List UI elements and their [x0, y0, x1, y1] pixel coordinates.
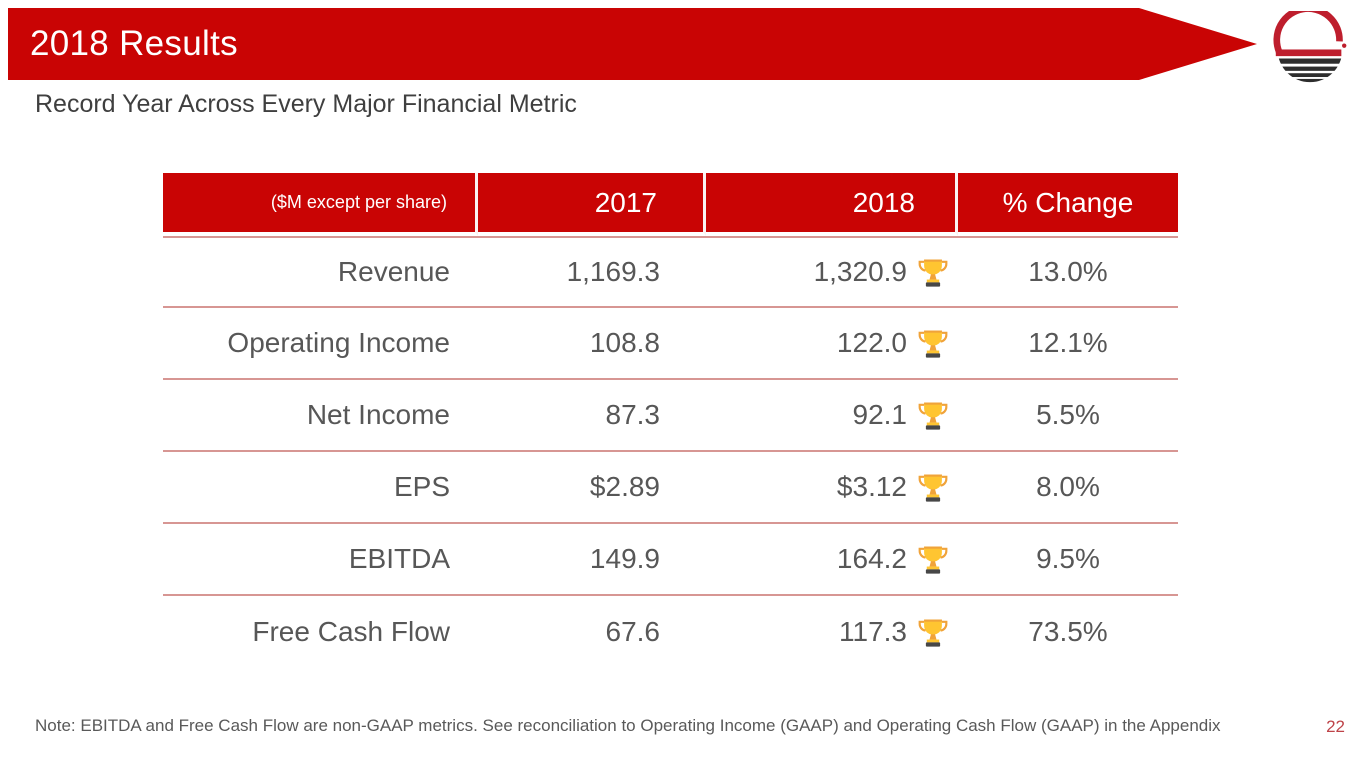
col-2017-header: 2017: [478, 173, 706, 236]
table-row: Net Income 87.3 92.1 5.5%: [163, 380, 1178, 452]
value-2018: 122.0: [836, 327, 907, 358]
change-value: 9.5%: [958, 524, 1178, 596]
value-2017: 67.6: [605, 616, 661, 647]
trophy-icon: [918, 546, 948, 574]
change-value: 5.5%: [958, 380, 1178, 452]
metric-label: EBITDA: [163, 524, 478, 596]
metric-label: Net Income: [163, 380, 478, 452]
table-row: Operating Income 108.8 122.0 12.1%: [163, 308, 1178, 380]
metric-label: Free Cash Flow: [252, 616, 450, 647]
page-number: 22: [1326, 717, 1345, 736]
table-header-row: ($M except per share) 2017 2018 % Change: [163, 173, 1178, 236]
value-2017: 1,169.3: [478, 236, 706, 308]
table-row: Revenue 1,169.3 1,320.9 13.0%: [163, 236, 1178, 308]
logo-horizon-stripes: [1277, 58, 1343, 83]
logo-arc: [1273, 11, 1343, 54]
trophy-icon: [918, 474, 948, 502]
table-row: EBITDA 149.9 164.2 9.5%: [163, 524, 1178, 596]
value-2018: 164.2: [836, 543, 907, 574]
logo-registered-dot: [1342, 43, 1347, 48]
value-2018: 1,320.9: [813, 256, 907, 287]
col-2018-header: 2018: [706, 173, 958, 236]
change-value: 73.5%: [1028, 616, 1108, 647]
table-row: EPS $2.89 $3.12 8.0%: [163, 452, 1178, 524]
trophy-icon: [918, 402, 948, 430]
company-logo-icon: [1273, 11, 1347, 83]
logo-bar: [1275, 49, 1342, 57]
slide-subtitle: Record Year Across Every Major Financial…: [35, 90, 577, 118]
trophy-icon: [918, 619, 948, 647]
value-2018: 92.1: [852, 399, 908, 430]
value-2018: $3.12: [836, 471, 907, 502]
col-change-header: % Change: [958, 173, 1178, 236]
change-value: 12.1%: [958, 308, 1178, 380]
value-2017: 149.9: [478, 524, 706, 596]
metric-label: EPS: [163, 452, 478, 524]
change-value: 13.0%: [958, 236, 1178, 308]
value-2017: 108.8: [478, 308, 706, 380]
results-table: ($M except per share) 2017 2018 % Change…: [163, 173, 1178, 668]
metric-label: Revenue: [163, 236, 478, 308]
table-row: Free Cash Flow 67.6 117.3 73.5%: [163, 596, 1178, 668]
value-2017: 87.3: [478, 380, 706, 452]
value-2018: 117.3: [839, 616, 907, 647]
trophy-icon: [918, 330, 948, 358]
trophy-icon: [918, 259, 948, 287]
change-value: 8.0%: [958, 452, 1178, 524]
unit-label-header: ($M except per share): [163, 173, 478, 236]
slide-title: 2018 Results: [30, 24, 238, 63]
metric-label: Operating Income: [163, 308, 478, 380]
footnote: Note: EBITDA and Free Cash Flow are non-…: [35, 716, 1221, 735]
value-2017: $2.89: [478, 452, 706, 524]
title-banner: 2018 Results: [8, 8, 1257, 80]
